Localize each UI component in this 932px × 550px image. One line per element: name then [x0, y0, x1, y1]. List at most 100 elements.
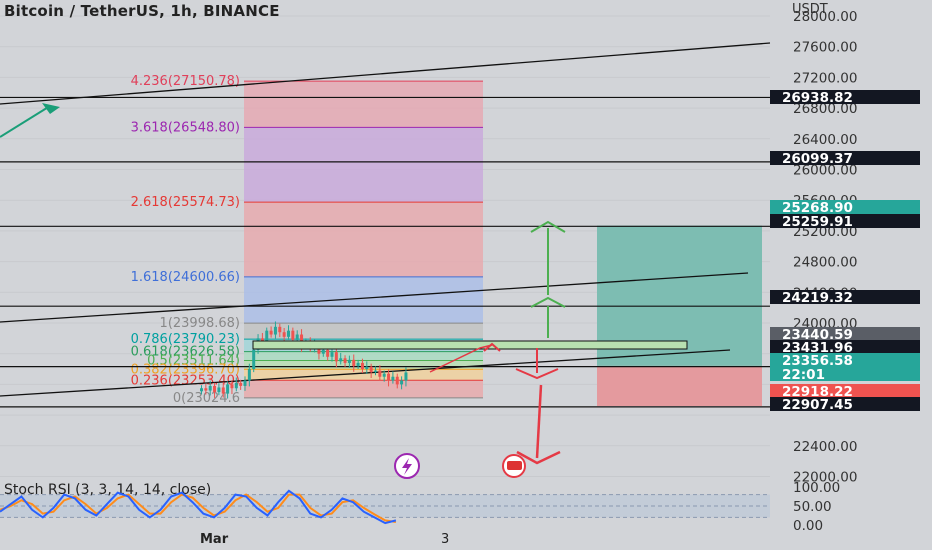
trend-line — [0, 272, 749, 323]
candle-body — [278, 326, 282, 333]
price-tick-label: 27600.00 — [793, 40, 857, 56]
candle-body — [300, 334, 304, 347]
stoch-rsi-pane[interactable]: Stoch RSI (3, 3, 14, 14, close) 100.00 50.… — [0, 480, 840, 534]
candle-body — [347, 359, 351, 363]
price-tick-label: 26800.00 — [793, 101, 857, 117]
price-tick-label: 26000.00 — [793, 163, 857, 179]
lightning-bolt-icon — [402, 458, 412, 475]
candle-body — [208, 385, 212, 391]
price-tick-label: 22000.00 — [793, 470, 857, 486]
price-label-badge — [770, 327, 920, 341]
candle-body — [334, 352, 338, 362]
rectangle-zone — [252, 340, 688, 350]
price-label-text: 23440.59 — [782, 327, 853, 343]
long-position-box[interactable] — [597, 225, 762, 407]
stoch-tick-label: 0.00 — [793, 518, 823, 534]
price-label-text: 26938.82 — [782, 90, 853, 106]
candle-body — [360, 362, 364, 370]
candle-body — [213, 385, 217, 393]
candle-body — [387, 373, 391, 381]
fib-label: 0.786(23790.23) — [131, 332, 240, 347]
fib-label: 1.618(24600.66) — [131, 270, 240, 285]
chart-title: Bitcoin / TetherUS, 1h, BINANCE — [4, 2, 280, 20]
price-label-badge — [770, 397, 920, 411]
price-label-badge — [770, 151, 920, 165]
price-label-badge — [770, 384, 920, 398]
horizontal-lines[interactable] — [0, 96, 770, 408]
position-loss-zone — [597, 365, 762, 407]
fib-zone — [244, 202, 483, 277]
candle-body — [287, 330, 290, 337]
fib-label: 0(23024.6 — [173, 391, 240, 406]
fib-zone — [244, 276, 483, 324]
candle-body — [200, 388, 203, 392]
time-label: Mar — [200, 532, 229, 547]
candle-body — [321, 349, 325, 354]
candle-body — [247, 369, 251, 381]
price-tick-label: 26400.00 — [793, 132, 857, 148]
stoch-tick-label: 100.00 — [793, 480, 840, 496]
arrow-down-icon — [515, 368, 559, 380]
time-label: 3 — [441, 532, 449, 547]
trend-lines[interactable] — [0, 42, 771, 397]
big-down-line — [535, 384, 543, 459]
candle-body — [204, 388, 208, 391]
candle-body — [217, 387, 221, 393]
stoch-series-line — [0, 493, 397, 523]
price-label-badge — [770, 290, 920, 304]
fib-label: 3.618(26548.80) — [131, 120, 240, 135]
candle-body — [230, 384, 234, 389]
price-label-text: 25268.90 — [782, 200, 853, 216]
candle-body — [239, 382, 243, 386]
candle-body — [352, 359, 356, 366]
price-label-text: 26099.37 — [782, 151, 853, 167]
annotations[interactable] — [0, 103, 688, 479]
trend-line — [0, 42, 771, 105]
price-label-badge — [770, 90, 920, 104]
candle-body — [339, 358, 343, 362]
candle-body — [404, 372, 408, 381]
fib-zone — [244, 380, 483, 398]
candle-body — [395, 376, 399, 385]
fib-zone — [244, 369, 483, 381]
price-label-text: 22:01 — [782, 367, 825, 383]
candle-body — [356, 362, 360, 366]
price-label-badge — [770, 214, 920, 228]
candle-body — [221, 387, 225, 394]
candle-body — [260, 338, 264, 343]
candle-body — [269, 330, 273, 335]
arrow-head-icon — [42, 103, 60, 114]
price-label-text: 25259.91 — [782, 214, 853, 230]
price-label-badge — [770, 200, 920, 214]
price-tick-label: 28000.00 — [793, 9, 857, 25]
candle-body — [291, 330, 295, 340]
candle-body — [378, 370, 382, 377]
fib-zone — [244, 351, 483, 361]
candle-body — [365, 366, 369, 370]
candle-body — [369, 366, 373, 373]
fib-zone — [244, 81, 483, 128]
candle-body — [252, 349, 256, 370]
candle-body — [243, 380, 247, 386]
fib-label: 1(23998.68) — [160, 316, 240, 331]
arrow-down-icon — [516, 450, 561, 465]
trend-arrow-line — [0, 105, 51, 138]
currency-label: USDT — [792, 2, 828, 17]
fib-label: 0.618(23626.58) — [131, 345, 240, 360]
price-label-text: 22907.45 — [782, 397, 853, 413]
price-label-text: 22918.22 — [782, 384, 853, 400]
price-axis[interactable]: 28000.00 27600.00 27200.00 26800.00 26400.00… — [770, 9, 920, 486]
candle-body — [400, 380, 404, 385]
fib-zone — [244, 323, 483, 340]
price-tick-label: 24800.00 — [793, 255, 857, 271]
price-tick-label: 22400.00 — [793, 439, 857, 455]
candle-body — [391, 376, 395, 381]
fib-label: 2.618(25574.73) — [131, 195, 240, 210]
fib-zone — [244, 127, 483, 203]
fib-label: 4.236(27150.78) — [131, 74, 240, 89]
red-rise-line — [429, 344, 493, 373]
candle-body — [234, 382, 238, 389]
fib-label: 0.5(23511.64) — [147, 353, 240, 368]
time-axis[interactable]: Mar 3 — [200, 532, 449, 547]
